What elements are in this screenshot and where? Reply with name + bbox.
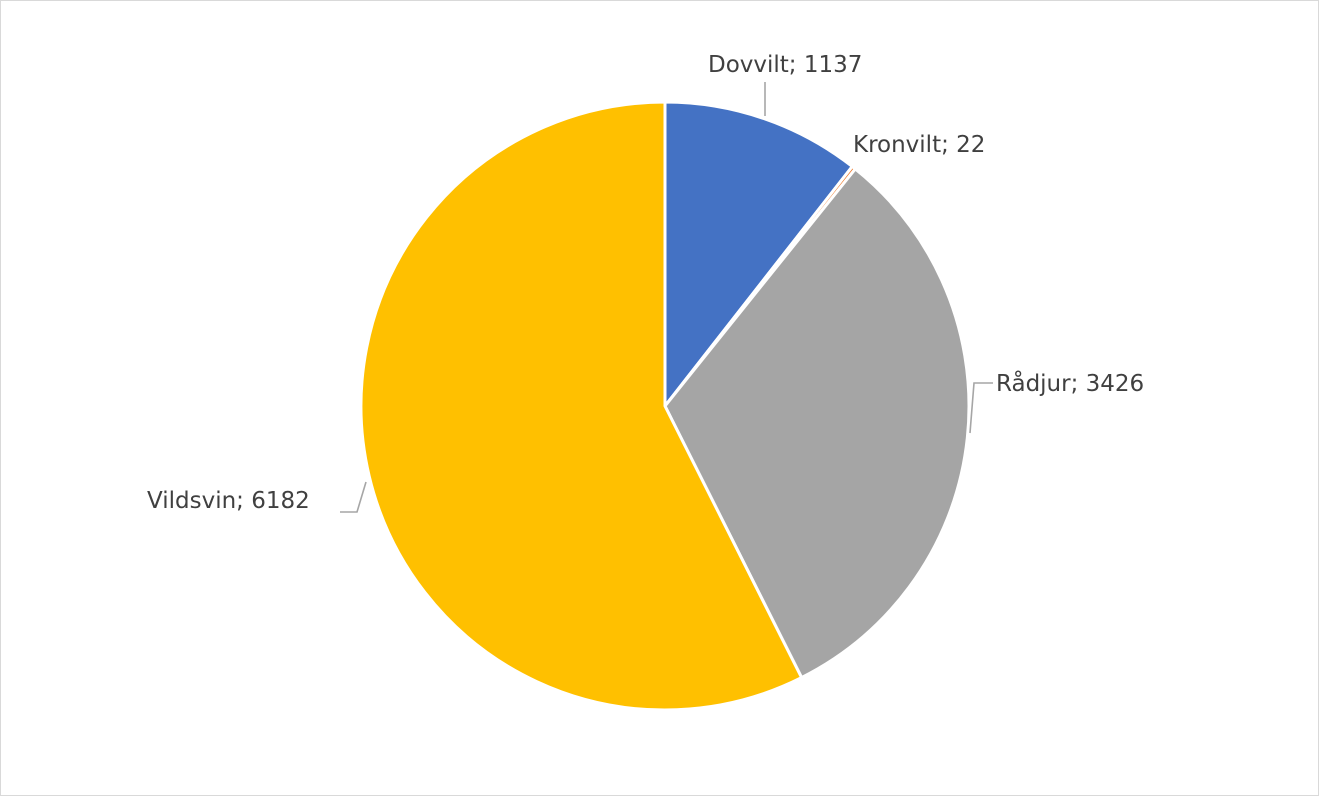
data-label-kronvilt: Kronvilt; 22 <box>853 132 985 158</box>
data-labels: Dovvilt; 1137 Kronvilt; 22 Rådjur; 3426 … <box>147 52 1144 514</box>
leader-line-vildsvin <box>340 481 367 513</box>
data-label-radjur: Rådjur; 3426 <box>996 369 1144 397</box>
pie-slice-vildsvin <box>359 100 804 712</box>
pie-slices <box>359 100 971 712</box>
leader-lines <box>340 82 993 513</box>
pie-slice-r-djur <box>663 167 971 680</box>
leader-line-radjur <box>969 382 993 434</box>
data-label-vildsvin: Vildsvin; 6182 <box>147 488 310 514</box>
data-label-dovvilt: Dovvilt; 1137 <box>708 52 862 78</box>
pie-slice-dovvilt <box>663 100 854 408</box>
